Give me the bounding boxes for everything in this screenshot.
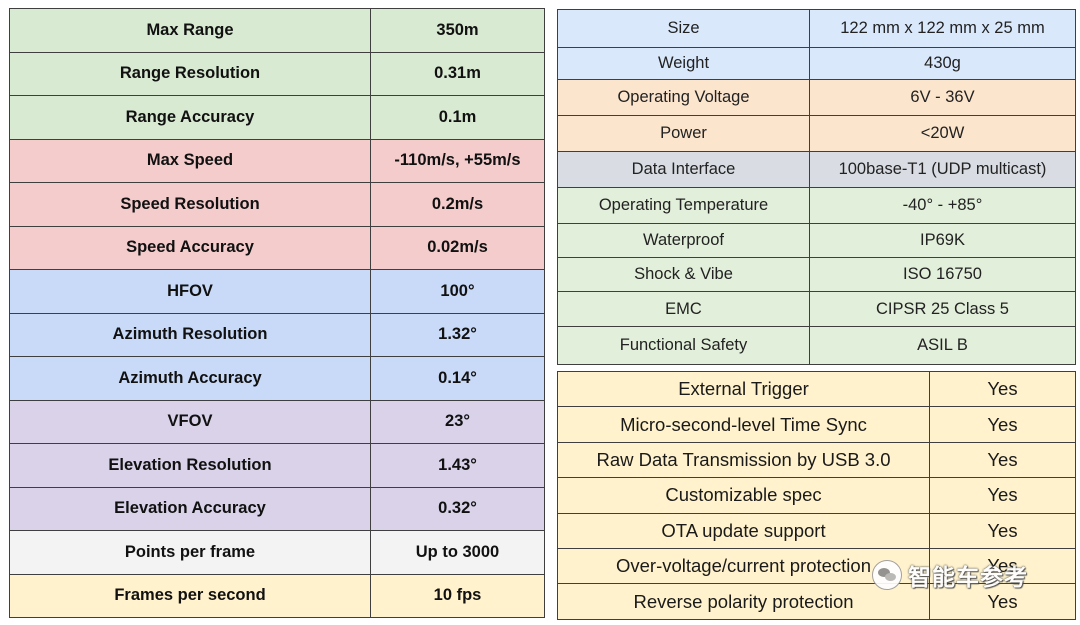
- table-row: Waterproof IP69K: [557, 223, 1076, 258]
- spec-value: 0.2m/s: [370, 182, 545, 227]
- table-row: Range Accuracy 0.1m: [9, 95, 545, 140]
- performance-spec-table: Max Range 350m Range Resolution 0.31m Ra…: [9, 8, 545, 618]
- feature-label: Reverse polarity protection: [557, 583, 930, 620]
- table-row: HFOV 100°: [9, 269, 545, 314]
- table-row: Shock & Vibe ISO 16750: [557, 257, 1076, 292]
- spec-value: 122 mm x 122 mm x 25 mm: [809, 9, 1076, 48]
- spec-value: 100base-T1 (UDP multicast): [809, 151, 1076, 188]
- wechat-icon: [872, 560, 902, 590]
- table-row: Weight 430g: [557, 47, 1076, 80]
- table-row: Over-voltage/current protection Yes: [557, 547, 1076, 585]
- spec-label: Max Range: [9, 8, 371, 53]
- table-row: Reverse polarity protection Yes: [557, 583, 1076, 620]
- spec-label: Size: [557, 9, 810, 48]
- spec-label: Waterproof: [557, 223, 810, 258]
- table-row: Functional Safety ASIL B: [557, 326, 1076, 365]
- spec-label: Data Interface: [557, 151, 810, 188]
- spec-value: <20W: [809, 115, 1076, 152]
- table-row: Speed Accuracy 0.02m/s: [9, 225, 545, 270]
- spec-label: Elevation Accuracy: [9, 486, 371, 531]
- feature-support-table: External Trigger Yes Micro-second-level …: [557, 370, 1076, 620]
- table-row: Customizable spec Yes: [557, 477, 1076, 514]
- table-row: Data Interface 100base-T1 (UDP multicast…: [557, 151, 1076, 188]
- spec-label: Range Resolution: [9, 51, 371, 96]
- spec-value: 350m: [370, 8, 545, 53]
- feature-label: External Trigger: [557, 370, 930, 408]
- watermark-text: 智能车参考: [908, 564, 1028, 590]
- feature-value: Yes: [929, 406, 1076, 443]
- spec-label: EMC: [557, 291, 810, 327]
- table-row: Power <20W: [557, 115, 1076, 152]
- spec-label: VFOV: [9, 399, 371, 444]
- table-row: Azimuth Accuracy 0.14°: [9, 356, 545, 401]
- spec-label: Weight: [557, 47, 810, 80]
- table-row: Speed Resolution 0.2m/s: [9, 182, 545, 227]
- spec-value: 6V - 36V: [809, 79, 1076, 116]
- table-row: Operating Temperature -40° - +85°: [557, 187, 1076, 224]
- spec-value: 0.31m: [370, 51, 545, 96]
- feature-label: Raw Data Transmission by USB 3.0: [557, 441, 930, 479]
- table-row: Range Resolution 0.31m: [9, 51, 545, 96]
- spec-label: Speed Accuracy: [9, 225, 371, 270]
- feature-value: Yes: [929, 512, 1076, 549]
- spec-value: 1.32°: [370, 312, 545, 357]
- table-row: Max Speed -110m/s, +55m/s: [9, 138, 545, 183]
- watermark: 智能车参考: [872, 558, 1028, 592]
- table-row: Operating Voltage 6V - 36V: [557, 79, 1076, 116]
- spec-label: Range Accuracy: [9, 95, 371, 140]
- table-row: EMC CIPSR 25 Class 5: [557, 291, 1076, 327]
- spec-value: CIPSR 25 Class 5: [809, 291, 1076, 327]
- spec-value: 10 fps: [370, 573, 545, 618]
- feature-value: Yes: [929, 583, 1076, 620]
- spec-label: Azimuth Resolution: [9, 312, 371, 357]
- hardware-spec-table: Size 122 mm x 122 mm x 25 mm Weight 430g…: [557, 9, 1076, 365]
- spec-value: 0.14°: [370, 356, 545, 401]
- table-row: VFOV 23°: [9, 399, 545, 444]
- table-row: Raw Data Transmission by USB 3.0 Yes: [557, 441, 1076, 479]
- spec-label: Shock & Vibe: [557, 257, 810, 292]
- spec-value: 0.02m/s: [370, 225, 545, 270]
- feature-label: Micro-second-level Time Sync: [557, 406, 930, 443]
- spec-value: -110m/s, +55m/s: [370, 138, 545, 183]
- feature-label: Customizable spec: [557, 477, 930, 514]
- spec-label: Azimuth Accuracy: [9, 356, 371, 401]
- spec-value: 1.43°: [370, 443, 545, 488]
- spec-value: 0.32°: [370, 486, 545, 531]
- feature-value: Yes: [929, 547, 1076, 585]
- spec-label: Speed Resolution: [9, 182, 371, 227]
- spec-label: Operating Temperature: [557, 187, 810, 224]
- spec-label: Points per frame: [9, 530, 371, 575]
- table-row: Frames per second 10 fps: [9, 573, 545, 618]
- spec-value: ISO 16750: [809, 257, 1076, 292]
- spec-label: Operating Voltage: [557, 79, 810, 116]
- spec-label: Elevation Resolution: [9, 443, 371, 488]
- spec-value: 23°: [370, 399, 545, 444]
- spec-value: -40° - +85°: [809, 187, 1076, 224]
- table-row: Elevation Accuracy 0.32°: [9, 486, 545, 531]
- table-row: Micro-second-level Time Sync Yes: [557, 406, 1076, 443]
- table-row: External Trigger Yes: [557, 370, 1076, 408]
- spec-value: Up to 3000: [370, 530, 545, 575]
- spec-label: Power: [557, 115, 810, 152]
- spec-label: Functional Safety: [557, 326, 810, 365]
- spec-value: 100°: [370, 269, 545, 314]
- feature-label: OTA update support: [557, 512, 930, 549]
- table-row: Size 122 mm x 122 mm x 25 mm: [557, 9, 1076, 48]
- spec-label: HFOV: [9, 269, 371, 314]
- table-row: Points per frame Up to 3000: [9, 530, 545, 575]
- spec-label: Max Speed: [9, 138, 371, 183]
- feature-value: Yes: [929, 477, 1076, 514]
- feature-value: Yes: [929, 370, 1076, 408]
- feature-label: Over-voltage/current protection: [557, 547, 930, 585]
- table-row: Azimuth Resolution 1.32°: [9, 312, 545, 357]
- spec-label: Frames per second: [9, 573, 371, 618]
- table-row: Elevation Resolution 1.43°: [9, 443, 545, 488]
- spec-value: 430g: [809, 47, 1076, 80]
- feature-value: Yes: [929, 441, 1076, 479]
- table-row: Max Range 350m: [9, 8, 545, 53]
- spec-value: ASIL B: [809, 326, 1076, 365]
- spec-value: IP69K: [809, 223, 1076, 258]
- table-row: OTA update support Yes: [557, 512, 1076, 549]
- spec-value: 0.1m: [370, 95, 545, 140]
